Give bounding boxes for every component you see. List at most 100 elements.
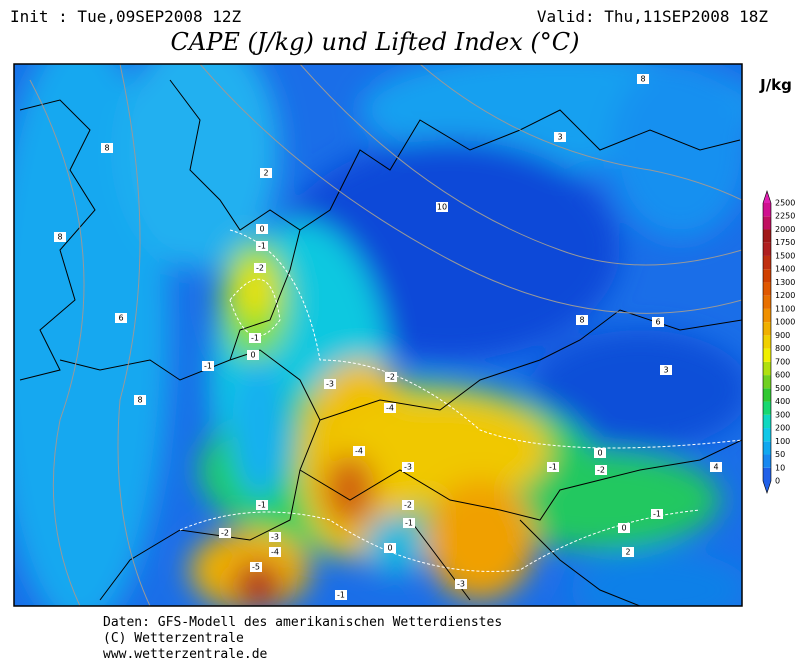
contour-label-box bbox=[335, 590, 347, 600]
colorbar-segment bbox=[763, 295, 771, 309]
colorbar-segment bbox=[763, 467, 771, 481]
colorbar-label: 50 bbox=[775, 450, 785, 459]
contour-label-box bbox=[385, 372, 397, 382]
colorbar-label: 1200 bbox=[775, 291, 795, 300]
colorbar-segment bbox=[763, 282, 771, 296]
colorbar-segment bbox=[763, 361, 771, 376]
coastlines bbox=[19, 79, 742, 606]
contour-label-box bbox=[353, 446, 365, 456]
contour-label: -2 bbox=[256, 264, 264, 273]
contour-label: -1 bbox=[258, 242, 266, 251]
contour-label: -2 bbox=[597, 466, 605, 475]
contour-label-box bbox=[256, 500, 268, 510]
colorbar-label: 1100 bbox=[775, 304, 795, 313]
lifted-index-isolines bbox=[179, 229, 742, 572]
colorbar-label: 800 bbox=[775, 344, 790, 353]
contour-label-box bbox=[269, 532, 281, 542]
colorbar-tip bbox=[763, 191, 771, 203]
contour-label-box bbox=[455, 579, 467, 589]
contour-label-box bbox=[384, 403, 396, 413]
colorbar-segment bbox=[763, 255, 771, 270]
contour-label: 2 bbox=[263, 169, 268, 178]
contour-label: -4 bbox=[355, 447, 363, 456]
contour-label: 8 bbox=[57, 233, 62, 242]
contour-label: 0 bbox=[250, 351, 255, 360]
colorbar-segment bbox=[763, 322, 771, 336]
contour-label: -4 bbox=[271, 548, 279, 557]
colorbar-segment bbox=[763, 229, 771, 243]
colorbar-label: 200 bbox=[775, 424, 790, 433]
colorbar-label: 100 bbox=[775, 437, 790, 446]
contour-label: -2 bbox=[221, 529, 229, 538]
contour-label-box bbox=[651, 509, 663, 519]
contour-label-box bbox=[256, 241, 268, 251]
contour-label-box bbox=[219, 528, 231, 538]
colorbar-label: 0 bbox=[775, 477, 780, 486]
contour-label: 0 bbox=[597, 449, 602, 458]
colorbar-label: 1750 bbox=[775, 238, 795, 247]
contour-label: -4 bbox=[386, 404, 394, 413]
contour-label-box bbox=[260, 168, 272, 178]
contour-label: 6 bbox=[655, 318, 660, 327]
contour-label-box bbox=[384, 543, 396, 553]
colorbar-label: 300 bbox=[775, 410, 790, 419]
contour-label: -1 bbox=[405, 519, 413, 528]
colorbar-label: 900 bbox=[775, 331, 790, 340]
contour-label: -2 bbox=[404, 501, 412, 510]
contour-label: -1 bbox=[337, 591, 345, 600]
contour-label: 8 bbox=[104, 144, 109, 153]
colorbar-segment bbox=[763, 269, 771, 283]
colorbar-segment bbox=[763, 308, 771, 323]
contour-label-box bbox=[54, 232, 66, 242]
colorbar-segment bbox=[763, 203, 771, 217]
contour-label: 0 bbox=[259, 225, 264, 234]
colorbar-label: 1400 bbox=[775, 265, 795, 274]
contour-label: 3 bbox=[557, 133, 562, 142]
contour-label-box bbox=[134, 395, 146, 405]
colorbar-label: 600 bbox=[775, 371, 790, 380]
contour-label: -3 bbox=[457, 580, 465, 589]
colorbar-label: 2500 bbox=[775, 199, 795, 208]
contour-label-box bbox=[637, 74, 649, 84]
contour-label-box bbox=[660, 365, 672, 375]
colorbar-segment bbox=[763, 441, 771, 455]
contour-label-box bbox=[115, 313, 127, 323]
colorbar-segment bbox=[763, 375, 771, 389]
colorbar-segment bbox=[763, 401, 771, 415]
map-title: CAPE (J/kg) und Lifted Index (°C) bbox=[171, 28, 580, 56]
contour-label-box bbox=[547, 462, 559, 472]
contour-label-box bbox=[652, 317, 664, 327]
contour-label: 0 bbox=[387, 544, 392, 553]
contour-label-box bbox=[595, 465, 607, 475]
contour-label: 3 bbox=[663, 366, 668, 375]
footer-line: (C) Wetterzentrale bbox=[103, 631, 244, 646]
contour-label: 4 bbox=[713, 463, 718, 472]
contour-label-box bbox=[710, 462, 722, 472]
colorbar-label: 400 bbox=[775, 397, 790, 406]
contour-label-box bbox=[618, 523, 630, 533]
contour-label: 8 bbox=[579, 316, 584, 325]
colorbar-unit: J/kg bbox=[759, 76, 792, 94]
colorbar-label: 10 bbox=[775, 463, 785, 472]
contour-label-box bbox=[269, 547, 281, 557]
contour-label: -5 bbox=[252, 563, 260, 572]
contour-label-box bbox=[250, 562, 262, 572]
contour-label-box bbox=[554, 132, 566, 142]
contour-label-box bbox=[403, 518, 415, 528]
contour-label-box bbox=[249, 333, 261, 343]
colorbar-label: 700 bbox=[775, 357, 790, 366]
colorbar-label: 1000 bbox=[775, 318, 795, 327]
colorbar-tip bbox=[763, 481, 771, 493]
contour-label: 2 bbox=[625, 548, 630, 557]
contour-label-box bbox=[402, 500, 414, 510]
contour-label-box bbox=[436, 202, 448, 212]
colorbar-label: 500 bbox=[775, 384, 790, 393]
contour-label: 8 bbox=[640, 75, 645, 84]
colorbar-segment bbox=[763, 242, 771, 256]
contour-label-box bbox=[101, 143, 113, 153]
colorbar-label: 2250 bbox=[775, 212, 795, 221]
contour-label: -2 bbox=[387, 373, 395, 382]
colorbar-segment bbox=[763, 216, 771, 230]
contour-label: -3 bbox=[404, 463, 412, 472]
isolines bbox=[29, 64, 742, 606]
